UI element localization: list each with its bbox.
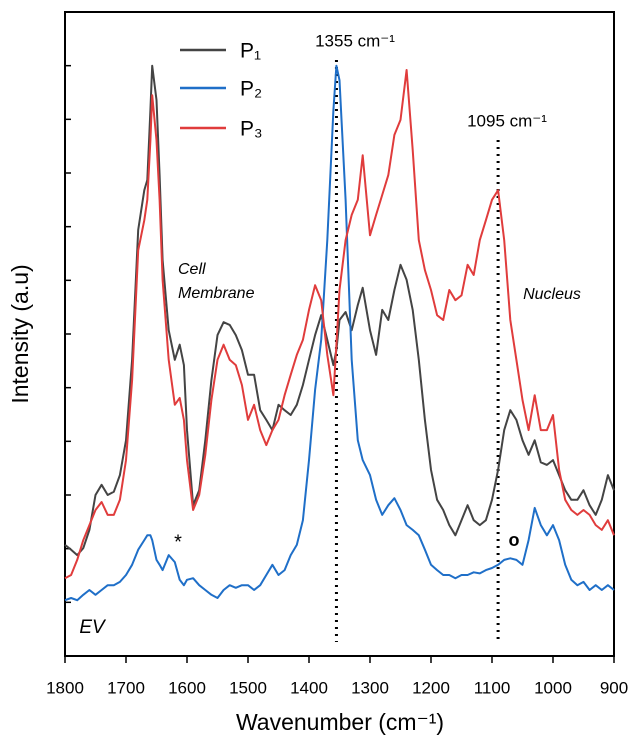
annotation: o [509, 530, 520, 550]
legend-label: P₁ [240, 40, 261, 63]
annotation: EV [79, 617, 107, 638]
x-axis-label: Wavenumber (cm⁻¹) [236, 709, 444, 735]
legend-label: P₃ [240, 118, 263, 141]
x-tick-label: 1500 [229, 678, 267, 697]
x-tick-label: 1700 [107, 678, 145, 697]
annotation: Cell [178, 261, 206, 278]
annotation: 1355 cm⁻¹ [315, 31, 395, 50]
annotation: * [174, 531, 182, 553]
spectrum-line [64, 64, 615, 602]
x-tick-label: 1800 [46, 678, 84, 697]
annotation: Membrane [178, 285, 255, 302]
legend-label: P₂ [240, 78, 262, 101]
spectrum-line [64, 69, 615, 580]
spectrum-line [64, 64, 615, 557]
y-axis-label: Intensity (a.u) [7, 264, 33, 403]
annotation: Nucleus [523, 286, 581, 303]
x-tick-label: 1400 [290, 678, 328, 697]
x-tick-label: 1300 [351, 678, 389, 697]
x-tick-label: 1000 [534, 678, 572, 697]
x-tick-label: 900 [600, 678, 628, 697]
annotation: 1095 cm⁻¹ [467, 111, 547, 130]
x-tick-label: 1600 [168, 678, 206, 697]
plot-frame [64, 11, 615, 657]
x-tick-label: 1100 [474, 678, 511, 697]
x-tick-label: 1200 [412, 678, 450, 697]
